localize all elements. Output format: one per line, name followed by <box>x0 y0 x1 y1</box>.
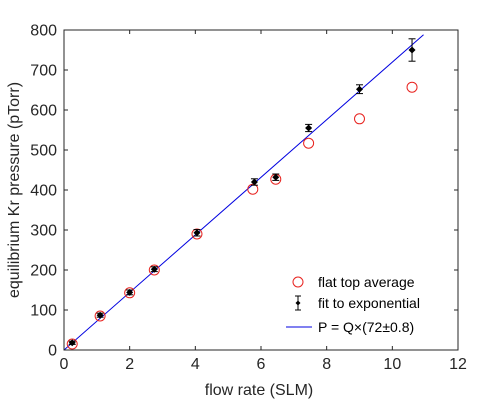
circle-point <box>355 114 365 124</box>
legend-circle-marker <box>293 277 303 287</box>
legend-label-fit-line: P = Q×(72±0.8) <box>318 319 414 335</box>
y-tick-label: 200 <box>30 263 57 280</box>
x-tick-label: 0 <box>60 356 69 373</box>
x-tick-label: 2 <box>125 356 134 373</box>
x-tick-label: 8 <box>322 356 331 373</box>
x-tick-label: 6 <box>257 356 266 373</box>
y-tick-label: 0 <box>48 343 57 360</box>
circle-point <box>304 138 314 148</box>
y-tick-label: 700 <box>30 63 57 80</box>
diamond-point <box>305 125 312 132</box>
legend-label-flat-top: flat top average <box>318 274 415 290</box>
x-tick-label: 4 <box>191 356 200 373</box>
y-tick-label: 500 <box>30 143 57 160</box>
x-tick-label: 12 <box>449 356 467 373</box>
y-tick-label: 100 <box>30 303 57 320</box>
y-tick-label: 300 <box>30 223 57 240</box>
y-tick-label: 800 <box>30 23 57 40</box>
x-tick-label: 10 <box>383 356 401 373</box>
y-axis-label: equilibrium Kr pressure (pTorr) <box>6 82 23 298</box>
legend-diamond-marker <box>296 301 301 306</box>
x-axis-label: flow rate (SLM) <box>205 382 313 399</box>
diamond-point <box>356 86 363 93</box>
y-tick-label: 600 <box>30 103 57 120</box>
legend-label-fit-exponential: fit to exponential <box>318 295 420 311</box>
y-tick-label: 400 <box>30 183 57 200</box>
circle-point <box>407 82 417 92</box>
legend: flat top average fit to exponential P = Q×… <box>286 274 420 335</box>
